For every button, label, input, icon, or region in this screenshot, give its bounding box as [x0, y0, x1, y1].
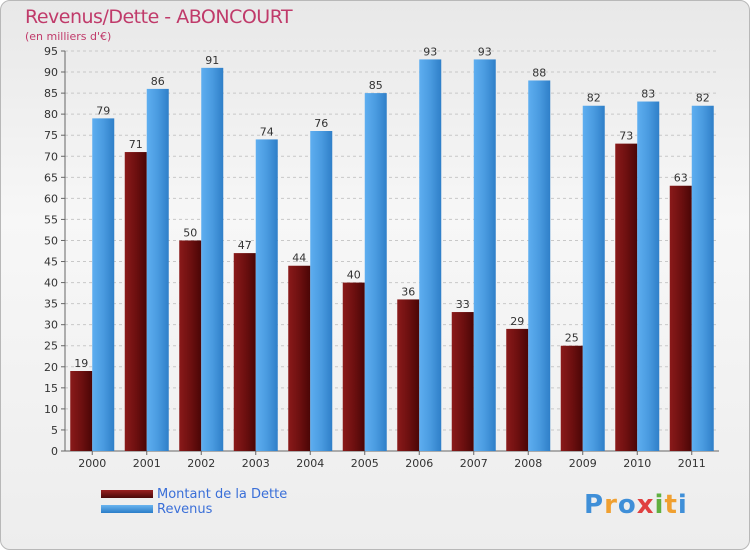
x-tick-label: 2001: [133, 457, 161, 470]
data-label-revenue: 86: [151, 75, 165, 88]
data-label-debt: 40: [347, 269, 361, 282]
bar-revenue: [255, 139, 278, 451]
y-tick-label: 25: [44, 340, 58, 353]
bar-chart: 0 5 10 15 20 25 30 35 40 45 50 55 60 65 70 75 80 85 90 95 19…: [44, 45, 719, 470]
y-tick-label: 10: [44, 403, 58, 416]
y-tick-label: 60: [44, 192, 58, 205]
data-label-revenue: 83: [641, 88, 655, 101]
logo-letter: o: [617, 490, 637, 520]
y-tick-label: 15: [44, 382, 58, 395]
bar-debt: [506, 328, 529, 451]
data-label-revenue: 93: [423, 45, 437, 58]
bar-debt: [669, 185, 692, 451]
chart-title: Revenus/Dette - ABONCOURT: [25, 6, 293, 28]
data-label-debt: 73: [619, 130, 633, 143]
data-label-debt: 44: [292, 252, 306, 265]
bar-debt: [288, 265, 311, 451]
logo-letter: r: [604, 490, 618, 520]
data-label-debt: 50: [183, 226, 197, 239]
bar-revenue: [310, 131, 333, 451]
y-tick-label: 20: [44, 361, 58, 374]
data-label-debt: 25: [565, 332, 579, 345]
x-tick-label: 2000: [78, 457, 106, 470]
legend-label-debt: Montant de la Dette: [157, 487, 288, 502]
x-tick-label: 2010: [623, 457, 651, 470]
data-label-revenue: 93: [478, 45, 492, 58]
data-label-debt: 29: [510, 315, 524, 328]
y-tick-label: 90: [44, 66, 58, 79]
chart-subtitle: (en milliers d'€): [25, 30, 112, 43]
x-tick-label: 2002: [187, 457, 215, 470]
y-tick-label: 80: [44, 108, 58, 121]
bar-revenue: [528, 80, 551, 451]
data-label-revenue: 88: [532, 66, 546, 79]
bar-debt: [70, 371, 93, 451]
y-tick-label: 85: [44, 87, 58, 100]
bar-debt: [342, 282, 365, 451]
y-tick-label: 50: [44, 234, 58, 247]
x-tick-label: 2011: [678, 457, 706, 470]
data-label-debt: 36: [401, 285, 415, 298]
y-tick-label: 45: [44, 256, 58, 269]
bar-revenue: [582, 105, 605, 451]
y-tick-label: 40: [44, 277, 58, 290]
y-tick-label: 55: [44, 213, 58, 226]
y-tick-label: 95: [44, 45, 58, 58]
data-label-revenue: 79: [96, 104, 110, 117]
x-tick-label: 2008: [514, 457, 542, 470]
y-tick-label: 5: [51, 424, 58, 437]
data-label-revenue: 76: [314, 117, 328, 130]
logo-letter: P: [584, 490, 605, 520]
x-tick-label: 2005: [351, 457, 379, 470]
x-tick-label: 2003: [242, 457, 270, 470]
logo-letter: x: [636, 490, 655, 520]
x-tick-label: 2004: [296, 457, 324, 470]
y-tick-label: 70: [44, 150, 58, 163]
x-tick-label: 2009: [569, 457, 597, 470]
data-label-revenue: 91: [205, 54, 219, 67]
bar-revenue: [419, 59, 442, 451]
data-label-revenue: 74: [260, 125, 274, 138]
bar-revenue: [637, 101, 660, 452]
bar-debt: [615, 143, 638, 451]
legend-swatch-revenue: [101, 505, 153, 513]
logo-letter: i: [654, 490, 665, 520]
x-tick-label: 2006: [405, 457, 433, 470]
bar-debt: [560, 345, 583, 451]
data-label-debt: 47: [238, 239, 252, 252]
y-tick-label: 35: [44, 298, 58, 311]
bar-debt: [451, 312, 474, 451]
y-tick-label: 30: [44, 319, 58, 332]
legend-label-revenue: Revenus: [157, 502, 213, 517]
y-tick-label: 0: [51, 445, 58, 458]
data-label-debt: 19: [74, 357, 88, 370]
bar-revenue: [92, 118, 115, 452]
bar-debt: [124, 152, 147, 452]
data-label-revenue: 85: [369, 79, 383, 92]
logo-letter: t: [664, 490, 678, 520]
bar-revenue: [364, 93, 387, 452]
y-tick-label: 65: [44, 171, 58, 184]
bar-debt: [397, 299, 420, 451]
bar-debt: [233, 253, 256, 451]
bar-revenue: [146, 88, 169, 451]
data-label-revenue: 82: [587, 92, 601, 105]
bar-revenue: [691, 105, 714, 451]
bar-debt: [179, 240, 202, 451]
bar-revenue: [473, 59, 496, 451]
data-label-debt: 33: [456, 298, 470, 311]
data-label-revenue: 82: [696, 92, 710, 105]
y-tick-label: 75: [44, 129, 58, 142]
legend-swatch-debt: [101, 490, 153, 498]
data-label-debt: 71: [129, 138, 143, 151]
x-tick-label: 2007: [460, 457, 488, 470]
proxiti-logo: Proxiti: [584, 490, 688, 520]
bar-revenue: [201, 67, 224, 451]
data-label-debt: 63: [674, 172, 688, 185]
logo-letter: i: [677, 490, 688, 520]
